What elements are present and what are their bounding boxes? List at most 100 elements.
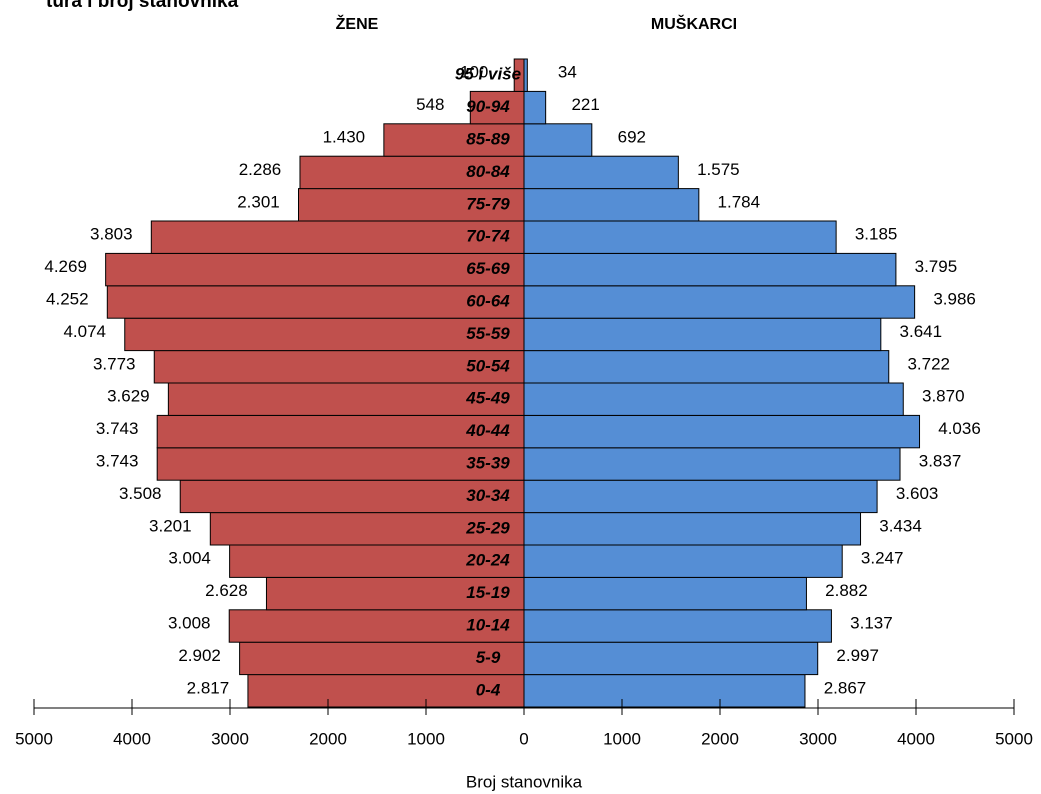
data-label: 3.837	[919, 451, 962, 470]
data-label: 3.743	[96, 419, 139, 438]
data-label: 2.882	[825, 581, 868, 600]
bar	[209, 512, 525, 546]
data-label: 3.201	[149, 516, 192, 535]
bar	[247, 674, 525, 708]
bar	[523, 641, 819, 676]
data-label: 1.575	[697, 160, 740, 179]
data-label: 3.629	[107, 387, 150, 406]
bar	[167, 382, 525, 416]
data-label: 4.036	[938, 419, 981, 438]
bar	[523, 576, 807, 611]
category-label: 90-94	[466, 97, 510, 116]
x-tick-label: 3000	[211, 729, 249, 748]
category-label: 45-49	[465, 389, 510, 408]
data-label: 100	[460, 63, 488, 82]
category-label: 25-29	[465, 518, 510, 537]
data-label: 3.137	[850, 613, 893, 632]
category-label: 35-39	[466, 453, 510, 472]
data-label: 2.902	[178, 646, 221, 665]
x-tick-label: 3000	[799, 729, 837, 748]
category-label: 15-19	[466, 583, 510, 602]
x-tick-label: 1000	[603, 729, 641, 748]
data-label: 3.508	[119, 484, 162, 503]
data-label: 2.301	[237, 192, 280, 211]
bar	[523, 674, 806, 708]
bar	[523, 252, 897, 287]
category-label: 20-24	[465, 551, 510, 570]
data-label: 34	[558, 63, 577, 82]
bar	[239, 641, 525, 676]
data-label: 2.997	[836, 646, 879, 665]
x-axis-label: Broj stanovnika	[466, 772, 583, 791]
data-label: 4.269	[44, 257, 87, 276]
bar	[523, 90, 547, 125]
bar	[229, 544, 525, 578]
bar	[523, 155, 679, 190]
category-label: 75-79	[466, 194, 510, 213]
data-label: 1.784	[718, 192, 761, 211]
x-tick-label: 0	[519, 729, 528, 748]
category-label: 65-69	[466, 259, 510, 278]
category-label: 85-89	[466, 129, 510, 148]
data-label: 3.803	[90, 225, 133, 244]
x-tick-label: 1000	[407, 729, 445, 748]
category-label: 50-54	[466, 356, 510, 375]
data-label: 3.870	[922, 387, 965, 406]
data-label: 3.008	[168, 613, 211, 632]
data-label: 3.603	[896, 484, 939, 503]
data-label: 3.641	[900, 322, 943, 341]
bar	[523, 220, 837, 254]
chart-title: tura i broj stanovnika	[46, 0, 239, 12]
category-label: 95 i više	[455, 65, 521, 84]
data-label: 3.986	[933, 289, 976, 308]
right-header: MUŠKARCI	[651, 14, 737, 33]
category-label: 80-84	[466, 162, 510, 181]
bar	[124, 317, 525, 352]
category-label: 60-64	[466, 291, 510, 310]
category-label: 0-4	[476, 680, 501, 699]
category-label: 10-14	[466, 615, 510, 634]
data-label: 1.430	[323, 127, 366, 146]
bar	[179, 479, 525, 514]
category-label: 55-59	[466, 324, 510, 343]
data-label: 3.185	[855, 225, 898, 244]
category-label: 40-44	[465, 421, 510, 440]
data-label: 548	[416, 95, 444, 114]
data-label: 4.074	[63, 322, 106, 341]
x-tick-label: 5000	[15, 729, 53, 748]
bar	[156, 414, 525, 449]
data-label: 2.867	[824, 678, 867, 697]
x-tick-label: 5000	[995, 729, 1033, 748]
bar	[523, 188, 700, 222]
x-tick-label: 2000	[701, 729, 739, 748]
bar	[523, 414, 921, 449]
data-label: 4.252	[46, 289, 89, 308]
data-label: 3.795	[915, 257, 958, 276]
data-label: 692	[618, 127, 646, 146]
data-label: 3.722	[907, 354, 950, 373]
bar	[523, 123, 593, 157]
data-label: 3.004	[168, 549, 211, 568]
data-label: 2.628	[205, 581, 248, 600]
data-label: 3.247	[861, 549, 904, 568]
x-tick-label: 2000	[309, 729, 347, 748]
bar	[523, 512, 862, 546]
data-label: 221	[571, 95, 599, 114]
left-header: ŽENE	[336, 14, 379, 33]
data-label: 2.817	[187, 678, 230, 697]
bar	[106, 285, 525, 319]
data-label: 3.434	[879, 516, 922, 535]
data-label: 3.773	[93, 354, 136, 373]
bar	[156, 447, 525, 481]
bar	[523, 285, 916, 319]
bar	[469, 90, 525, 125]
bar	[523, 350, 890, 384]
data-label: 3.743	[96, 451, 139, 470]
bar	[150, 220, 525, 254]
bar	[523, 382, 904, 416]
category-label: 5-9	[476, 648, 501, 667]
category-label: 70-74	[466, 227, 510, 246]
category-label: 30-34	[466, 486, 510, 505]
bar	[523, 544, 843, 578]
